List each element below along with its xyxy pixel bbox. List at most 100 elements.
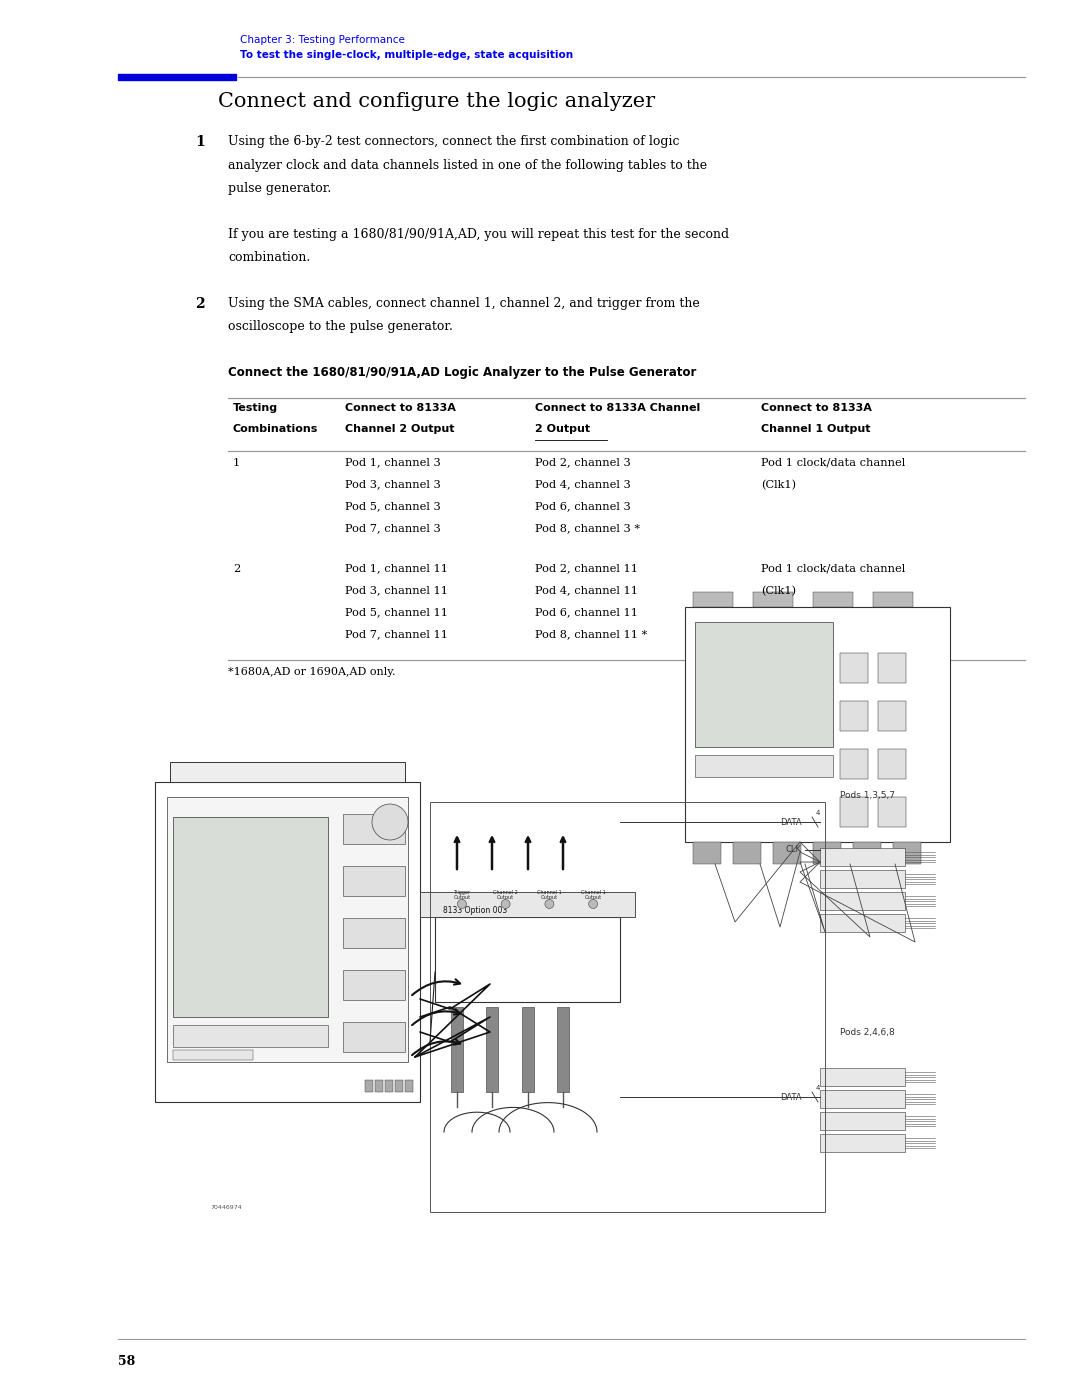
Text: Pod 5, channel 11: Pod 5, channel 11 (345, 608, 448, 617)
Circle shape (501, 900, 510, 908)
Text: Pod 2, channel 3: Pod 2, channel 3 (535, 457, 631, 468)
Bar (840, 749, 868, 780)
Bar (840, 701, 868, 731)
Bar (813, 592, 853, 608)
Text: Pod 3, channel 3: Pod 3, channel 3 (345, 479, 441, 489)
Bar (343, 970, 405, 1000)
Text: Pod 7, channel 3: Pod 7, channel 3 (345, 524, 441, 534)
Text: Chapter 3: Testing Performance: Chapter 3: Testing Performance (240, 35, 405, 45)
Bar (167, 798, 408, 1062)
Text: Pods 2,4,6,8: Pods 2,4,6,8 (840, 1028, 894, 1037)
Bar (395, 1080, 403, 1092)
Text: 58: 58 (118, 1355, 135, 1368)
Text: analyzer clock and data channels listed in one of the following tables to the: analyzer clock and data channels listed … (228, 158, 707, 172)
Text: Connect and configure the logic analyzer: Connect and configure the logic analyzer (218, 92, 656, 110)
Bar (820, 1090, 905, 1108)
Bar (693, 842, 721, 863)
Text: (Clk1): (Clk1) (761, 585, 796, 595)
Bar (840, 798, 868, 827)
Text: (Clk1): (Clk1) (761, 479, 796, 490)
Bar (820, 1112, 905, 1130)
Text: Connect to 8133A Channel: Connect to 8133A Channel (535, 402, 700, 412)
Text: Pod 7, channel 11: Pod 7, channel 11 (345, 630, 448, 640)
Bar (173, 1051, 253, 1060)
Bar (820, 1067, 905, 1085)
Text: If you are testing a 1680/81/90/91A,AD, you will repeat this test for the second: If you are testing a 1680/81/90/91A,AD, … (228, 228, 729, 240)
Text: Channel 1
Output: Channel 1 Output (537, 890, 562, 901)
Text: Pod 2, channel 11: Pod 2, channel 11 (535, 563, 638, 574)
Bar (343, 814, 405, 844)
Text: Using the 6-by-2 test connectors, connect the first combination of logic: Using the 6-by-2 test connectors, connec… (228, 136, 679, 148)
Circle shape (589, 900, 597, 908)
Bar (820, 914, 905, 932)
Bar (840, 652, 868, 683)
Bar (820, 870, 905, 888)
Text: DATA: DATA (781, 1092, 802, 1101)
Text: 2: 2 (195, 296, 204, 310)
Text: DATA: DATA (781, 817, 802, 827)
Bar (343, 1023, 405, 1052)
Text: pulse generator.: pulse generator. (228, 182, 332, 196)
Text: Trigger
Output: Trigger Output (454, 890, 471, 901)
Bar (853, 842, 881, 863)
Bar (878, 749, 906, 780)
Bar (486, 1007, 498, 1092)
Text: Channel 2 Output: Channel 2 Output (345, 423, 455, 433)
Bar (893, 842, 921, 863)
Bar (173, 817, 328, 1017)
Text: Pod 1 clock/data channel: Pod 1 clock/data channel (761, 457, 905, 468)
Text: Pod 8, channel 11 *: Pod 8, channel 11 * (535, 630, 647, 640)
Bar (343, 918, 405, 949)
Text: Pod 4, channel 11: Pod 4, channel 11 (535, 585, 638, 595)
Text: 4: 4 (816, 1085, 821, 1091)
Text: 8133 Option 003: 8133 Option 003 (443, 907, 508, 915)
Bar (813, 842, 841, 863)
Bar (384, 1080, 393, 1092)
Text: Pod 3, channel 11: Pod 3, channel 11 (345, 585, 448, 595)
Bar (435, 916, 620, 1002)
Text: Using the SMA cables, connect channel 1, channel 2, and trigger from the: Using the SMA cables, connect channel 1,… (228, 296, 700, 310)
Bar (696, 622, 833, 747)
Bar (365, 1080, 373, 1092)
Text: 2: 2 (233, 563, 240, 574)
Bar (430, 802, 825, 1213)
Text: Pod 6, channel 3: Pod 6, channel 3 (535, 502, 631, 511)
Text: Channel 2
Output: Channel 2 Output (494, 890, 518, 901)
Bar (753, 592, 793, 608)
Bar (873, 592, 913, 608)
Text: Pod 5, channel 3: Pod 5, channel 3 (345, 502, 441, 511)
Circle shape (372, 805, 408, 840)
Bar (820, 893, 905, 909)
Bar (451, 1007, 463, 1092)
Bar (878, 652, 906, 683)
Text: Pods 1,3,5,7: Pods 1,3,5,7 (840, 791, 895, 800)
Text: Pod 1 clock/data channel: Pod 1 clock/data channel (761, 563, 905, 574)
Bar (693, 592, 733, 608)
Bar (375, 1080, 383, 1092)
Text: *1680A,AD or 1690A,AD only.: *1680A,AD or 1690A,AD only. (228, 666, 395, 676)
Bar (118, 74, 237, 80)
Text: Pod 4, channel 3: Pod 4, channel 3 (535, 479, 631, 489)
Bar (685, 608, 950, 842)
Text: 70446974: 70446974 (210, 1206, 242, 1210)
Bar (405, 1080, 413, 1092)
Bar (420, 893, 635, 916)
Bar (820, 848, 905, 866)
Text: 1: 1 (195, 136, 205, 149)
Bar (557, 1007, 569, 1092)
Circle shape (457, 900, 467, 908)
Bar (878, 798, 906, 827)
Bar (696, 754, 833, 777)
Text: oscilloscope to the pulse generator.: oscilloscope to the pulse generator. (228, 320, 453, 332)
Text: To test the single-clock, multiple-edge, state acquisition: To test the single-clock, multiple-edge,… (240, 50, 573, 60)
Text: Connect to 8133A: Connect to 8133A (345, 402, 456, 412)
Bar (173, 1025, 328, 1046)
Text: Pod 6, channel 11: Pod 6, channel 11 (535, 608, 638, 617)
Text: combination.: combination. (228, 251, 310, 264)
Text: Channel 1
Output: Channel 1 Output (581, 890, 606, 901)
Text: 4: 4 (816, 810, 821, 816)
Text: Pod 8, channel 3 *: Pod 8, channel 3 * (535, 524, 640, 534)
Bar (733, 842, 761, 863)
Bar (820, 1134, 905, 1153)
Text: Connect to 8133A: Connect to 8133A (761, 402, 872, 412)
